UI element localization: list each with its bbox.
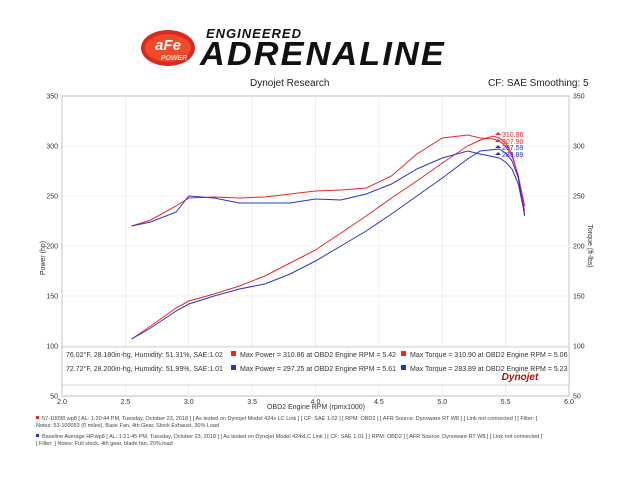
y-tick-label-right: 50 xyxy=(573,394,581,401)
legend-torque-swatch xyxy=(401,351,406,356)
x-tick-label: 6.0 xyxy=(564,399,574,406)
dynojet-watermark: Dynojet xyxy=(502,372,539,383)
brand-tagline: ENGINEERED xyxy=(206,26,302,41)
note-line: Notes: 53-100053 (0 miles), Base Fan, 4t… xyxy=(36,423,219,429)
y-tick-label-right: 100 xyxy=(573,344,585,351)
x-tick-labels: 2.0 2.5 3.0 3.5 4.0 4.5 5.0 5.5 6.0 xyxy=(57,399,574,406)
y-tick-label-right: 350 xyxy=(573,94,585,101)
y-axis-label-right: Torque (ft-lbs) xyxy=(586,224,593,267)
legend-power: Max Power = 310.86 at OBD2 Engine RPM = … xyxy=(240,352,396,359)
y-tick-label-left: 250 xyxy=(46,194,58,201)
y-tick-label-right: 300 xyxy=(573,144,585,151)
x-tick-label: 4.0 xyxy=(311,399,321,406)
brand-title: ADRENALINE xyxy=(200,35,446,72)
peak-marker xyxy=(495,145,502,148)
peak-marker xyxy=(495,152,502,155)
peak-value-label: 297.59 xyxy=(502,145,524,152)
x-axis-label: OBD2 Engine RPM (rpmx1000) xyxy=(267,404,365,411)
y-tick-label-left: 100 xyxy=(46,344,58,351)
peak-marker xyxy=(495,139,502,142)
peak-value-label: 310.86 xyxy=(502,132,524,139)
y-tick-label-left: 150 xyxy=(46,294,58,301)
legend-background xyxy=(61,346,570,386)
badge-text: aFe xyxy=(155,37,181,54)
y-tick-label-right: 250 xyxy=(573,194,585,201)
y-tick-label-left: 300 xyxy=(46,144,58,151)
legend-conditions: 76.02°F, 28.180in-hg, Humidity: 51.31%, … xyxy=(66,351,223,359)
run-notes: 57-10098.wp8 [ AL: 1:20:44 PM, Tuesday, … xyxy=(36,416,543,447)
correction-factor-label: CF: SAE Smoothing: 5 xyxy=(488,78,589,89)
y-tick-label-left: 350 xyxy=(46,94,58,101)
y-tick-label-left: 50 xyxy=(50,394,58,401)
grid-lines xyxy=(61,95,570,397)
note-line: 57-10098.wp8 [ AL: 1:20:44 PM, Tuesday, … xyxy=(42,416,538,422)
legend-power-swatch xyxy=(231,351,236,356)
badge-subtext: POWER xyxy=(161,55,187,62)
x-tick-label: 4.5 xyxy=(374,399,384,406)
peak-value-label: 283.89 xyxy=(502,152,524,159)
x-tick-label: 5.0 xyxy=(437,399,447,406)
legend-box: 76.02°F, 28.180in-hg, Humidity: 51.31%, … xyxy=(61,346,570,386)
x-tick-label: 5.5 xyxy=(501,399,511,406)
legend-power-swatch xyxy=(231,365,236,370)
note-swatch xyxy=(36,416,39,419)
x-tick-label: 2.0 xyxy=(57,399,67,406)
provider-label: Dynojet Research xyxy=(250,78,330,89)
legend-power: Max Power = 297.25 at OBD2 Engine RPM = … xyxy=(240,366,396,373)
note-line: Baseline Average HP.wp8 [ AL: 1:21:45 PM… xyxy=(42,434,543,440)
legend-torque-swatch xyxy=(401,365,406,370)
afe-logo-badge: aFe POWER xyxy=(141,30,195,66)
y-tick-labels-right: 350 300 250 200 150 100 50 xyxy=(573,94,585,401)
legend-torque: Max Torque = 283.89 at OBD2 Engine RPM =… xyxy=(410,366,568,373)
y-tick-label-right: 150 xyxy=(573,294,585,301)
x-tick-label: 3.0 xyxy=(184,399,194,406)
legend-conditions: 72.72°F, 28.200in-hg, Humidity: 51.99%, … xyxy=(66,365,223,373)
x-tick-label: 3.5 xyxy=(247,399,257,406)
note-swatch xyxy=(36,434,39,437)
peak-marker xyxy=(495,132,502,135)
note-line: [ Filter: ] Notes: Full stock, 4th gear,… xyxy=(36,441,173,447)
y-tick-labels-left: 350 300 250 200 150 100 50 xyxy=(46,94,58,401)
peak-value-label: 307.90 xyxy=(502,139,524,146)
series-lines xyxy=(131,134,526,340)
y-tick-label-left: 200 xyxy=(46,244,58,251)
series-line-run2_torque xyxy=(131,150,526,227)
y-tick-label-right: 200 xyxy=(573,244,585,251)
y-axis-label-left: Power (hp) xyxy=(40,241,47,275)
legend-torque: Max Torque = 310.90 at OBD2 Engine RPM =… xyxy=(410,352,568,359)
series-line-run2_power xyxy=(131,148,526,340)
x-tick-label: 2.5 xyxy=(121,399,131,406)
series-line-run1_power xyxy=(131,135,526,340)
